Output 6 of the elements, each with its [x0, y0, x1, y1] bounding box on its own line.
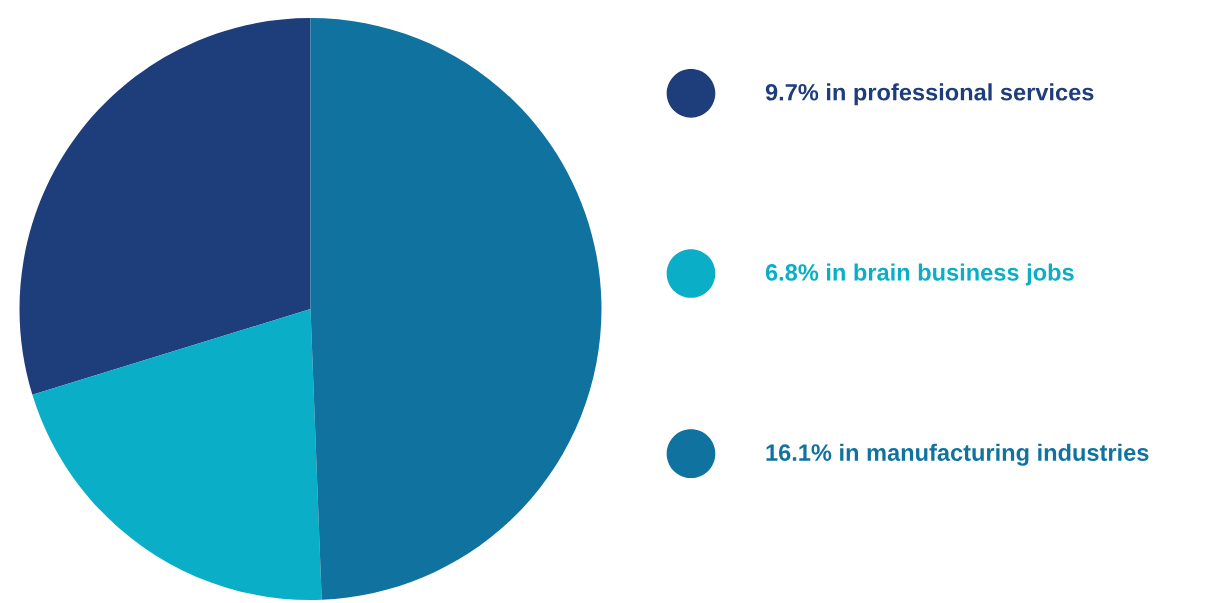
- pie-slice: [310, 18, 602, 600]
- legend-label: 16.1% in manufacturing industries: [766, 443, 1149, 466]
- legend-label: 6.8% in brain business jobs: [765, 263, 1074, 286]
- pie-slice: [19, 18, 311, 395]
- legend-label: 9.7% in professional services: [765, 83, 1094, 106]
- pie-slice: [32, 309, 322, 600]
